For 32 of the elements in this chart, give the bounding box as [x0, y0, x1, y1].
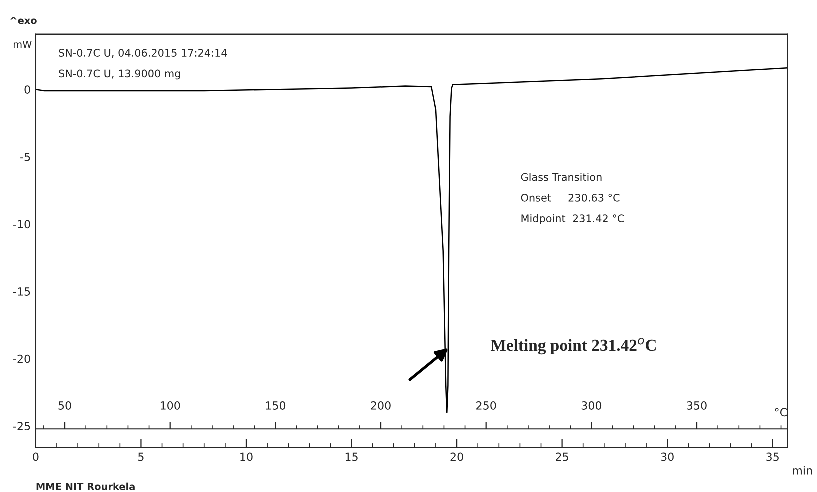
x-axis-title: min: [793, 466, 812, 475]
x2-tick-label: 300: [582, 402, 602, 410]
y-tick-label: -15: [13, 288, 30, 296]
x2-tick-label: 250: [476, 402, 496, 410]
y-tick-label: -10: [13, 220, 30, 229]
x-tick-label: 0: [33, 452, 39, 462]
text: MME NIT Rourkela: [36, 482, 135, 490]
x2-axis-title: °C: [775, 408, 787, 417]
x2-tick-label: 100: [160, 402, 180, 410]
x2-tick-label: 200: [371, 402, 391, 410]
annotation: Melting point 231.42$^{o}$C: [490, 338, 656, 355]
x-tick-label: 15: [346, 452, 358, 462]
y-tick-label: -25: [13, 422, 30, 431]
x2-tick-label: 350: [687, 402, 707, 410]
y-tick-label: -20: [13, 354, 30, 364]
x-tick-label: 30: [661, 452, 674, 462]
annotation: Glass Transition: [521, 173, 602, 182]
text: ^exo: [10, 17, 37, 24]
annotation: Midpoint 231.42 °C: [522, 214, 624, 225]
x-tick-label: 25: [556, 452, 568, 462]
y-tick-label: 0: [24, 86, 30, 94]
annotation: SN-0.7C U, 04.06.2015 17:24:14: [59, 49, 228, 58]
x2-tick-label: 150: [266, 402, 286, 410]
x2-tick-label: 50: [58, 402, 72, 410]
annotation: Onset 230.63 °C: [521, 194, 620, 202]
y-tick-label: -5: [20, 153, 30, 162]
y-axis-title: mW: [14, 40, 32, 48]
annotation: SN-0.7C U, 13.9000 mg: [59, 70, 180, 80]
x-tick-label: 20: [450, 452, 464, 462]
x-tick-label: 5: [138, 452, 144, 462]
x-tick-label: 35: [766, 452, 779, 462]
x-tick-label: 10: [240, 452, 253, 462]
